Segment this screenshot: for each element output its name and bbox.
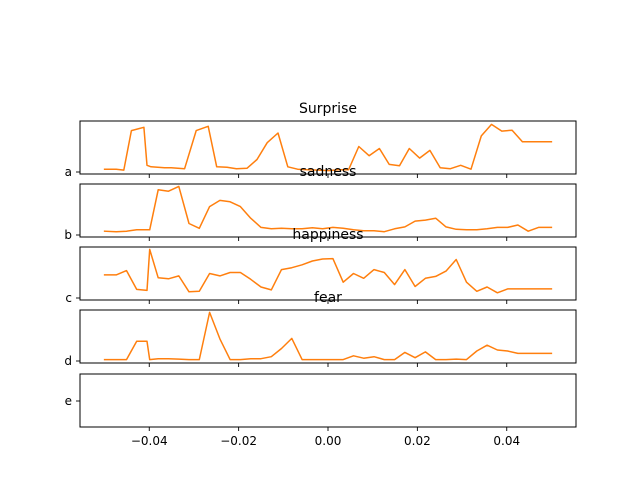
xtick-label: −0.04 (131, 434, 168, 448)
panel-sadness: b sadness (64, 164, 577, 242)
panel-fear-ytick-label: d (64, 354, 72, 368)
sadness-series-line (103, 185, 553, 233)
panel-e: e −0.04 −0.02 0.00 0.02 0.04 (65, 373, 577, 448)
panel-fear: d fear (64, 290, 577, 368)
panel-sadness-xticks (148, 237, 508, 241)
panel-sadness-ytick-label: b (64, 228, 72, 242)
panel-surprise: a Surprise (65, 101, 577, 179)
panel-e-ytick-label: e (65, 394, 72, 408)
panel-surprise-ytick-label: a (65, 165, 72, 179)
panel-happiness-ytick-label: c (65, 291, 72, 305)
panel-fear-title: fear (314, 290, 342, 306)
panel-happiness: c happiness (65, 227, 577, 305)
xtick-label: 0.04 (493, 434, 520, 448)
panel-happiness-title: happiness (292, 227, 363, 243)
fear-series-line (103, 311, 553, 361)
panel-sadness-title: sadness (300, 164, 357, 180)
panel-happiness-xticks (148, 300, 508, 304)
panel-surprise-xticks (148, 174, 508, 178)
xtick-label: −0.02 (220, 434, 257, 448)
happiness-series-line (103, 248, 553, 294)
panel-fear-xticks (148, 363, 508, 367)
xtick-label: 0.00 (315, 434, 342, 448)
panel-surprise-title: Surprise (299, 101, 357, 117)
xtick-label: 0.02 (404, 434, 431, 448)
panel-e-xticks: −0.04 −0.02 0.00 0.02 0.04 (131, 427, 520, 448)
surprise-series-line (103, 123, 553, 172)
